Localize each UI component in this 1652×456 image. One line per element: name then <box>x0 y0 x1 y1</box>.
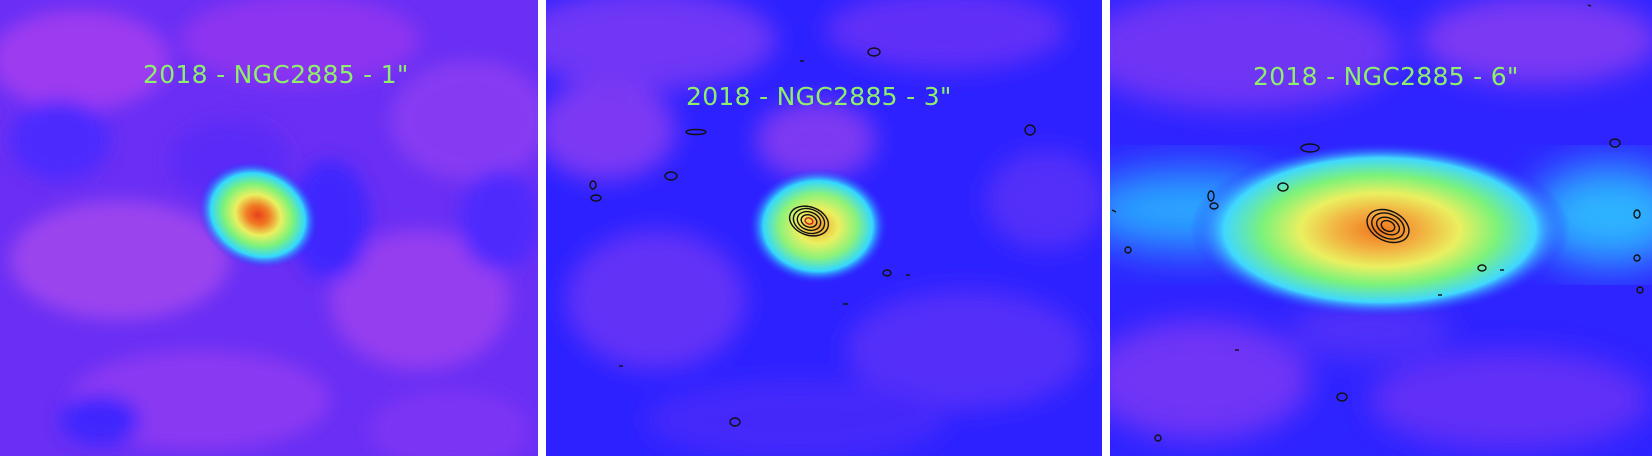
radio-map-3 <box>1110 0 1652 456</box>
contour-lines <box>589 47 1036 427</box>
panel-label-3: 2018 - NGC2885 - 6" <box>1253 62 1519 91</box>
image-panel-2: 2018 - NGC2885 - 3" <box>546 0 1102 456</box>
panel-label-1: 2018 - NGC2885 - 1" <box>143 60 409 89</box>
radio-map-2 <box>546 0 1102 456</box>
radio-source-1 <box>197 161 319 269</box>
image-panel-1: 2018 - NGC2885 - 1" <box>0 0 538 456</box>
radio-map-1 <box>0 0 538 456</box>
panel-separator <box>1102 0 1110 456</box>
radio-source-2 <box>748 168 888 284</box>
contour-lines-3 <box>1111 4 1644 442</box>
image-panel-3: 2018 - NGC2885 - 6" <box>1110 0 1652 456</box>
panel-label-2: 2018 - NGC2885 - 3" <box>686 82 952 111</box>
panel-separator <box>538 0 546 456</box>
